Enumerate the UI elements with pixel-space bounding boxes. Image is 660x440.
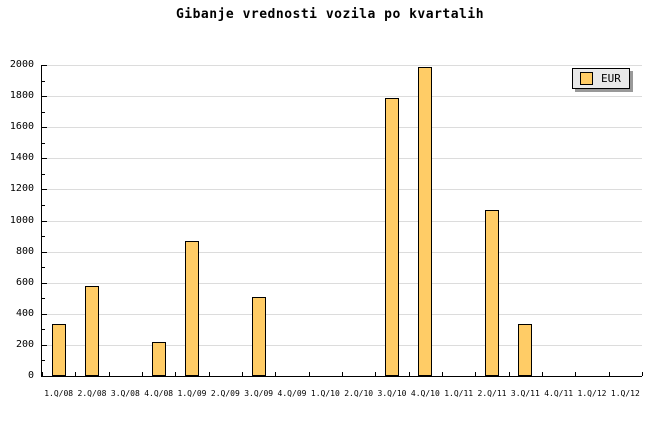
x-axis-tick	[509, 372, 510, 376]
y-axis-tick	[42, 127, 47, 128]
y-axis-label: 400	[15, 308, 34, 319]
y-gridline	[42, 96, 642, 97]
y-gridline	[42, 314, 642, 315]
x-axis-label: 1.Q/08	[44, 389, 74, 398]
y-axis-label: 600	[15, 277, 34, 288]
y-axis-tick	[42, 158, 47, 159]
y-axis-tick	[42, 236, 45, 237]
x-axis-tick	[275, 372, 276, 376]
y-axis-label: 1600	[9, 121, 34, 132]
y-axis-label: 2000	[9, 59, 34, 70]
y-axis-tick	[42, 298, 45, 299]
y-gridline	[42, 65, 642, 66]
y-gridline	[42, 189, 642, 190]
chart-title: Gibanje vrednosti vozila po kvartalih	[175, 7, 485, 22]
y-axis-tick	[42, 283, 47, 284]
y-gridline	[42, 127, 642, 128]
x-axis-label: 1.Q/12	[610, 389, 640, 398]
x-axis-tick	[375, 372, 376, 376]
x-axis-label: 3.Q/11	[510, 389, 540, 398]
y-axis-tick	[42, 143, 45, 144]
bar	[518, 324, 532, 376]
y-axis-label: 200	[15, 339, 34, 350]
y-axis-tick	[42, 174, 45, 175]
x-axis-label: 4.Q/09	[277, 389, 307, 398]
y-axis-tick	[42, 360, 45, 361]
legend-swatch-icon	[580, 72, 593, 85]
y-axis-tick	[42, 65, 47, 66]
bar	[385, 98, 399, 376]
y-axis-label: 1400	[9, 152, 34, 163]
y-axis-label: 800	[15, 246, 34, 257]
x-axis-label: 3.Q/10	[377, 389, 407, 398]
y-axis-label: 1800	[9, 90, 34, 101]
x-axis-tick	[609, 372, 610, 376]
bar	[252, 297, 266, 376]
y-axis-tick	[42, 81, 45, 82]
x-axis-label: 2.Q/09	[210, 389, 240, 398]
x-axis-tick	[442, 372, 443, 376]
x-axis-label: 4.Q/11	[544, 389, 574, 398]
y-axis-tick	[42, 112, 45, 113]
y-axis-label: 1000	[9, 215, 34, 226]
x-axis-label: 1.Q/10	[310, 389, 340, 398]
bar	[152, 342, 166, 376]
x-axis-tick	[175, 372, 176, 376]
y-axis-tick	[42, 329, 45, 330]
x-axis-label: 3.Q/09	[244, 389, 274, 398]
y-axis-tick	[42, 189, 47, 190]
y-gridline	[42, 345, 642, 346]
bar	[52, 324, 66, 376]
y-axis-tick	[42, 205, 45, 206]
y-gridline	[42, 283, 642, 284]
y-axis-tick	[42, 314, 47, 315]
y-gridline	[42, 221, 642, 222]
y-axis-label: 1200	[9, 183, 34, 194]
x-axis-label: 1.Q/11	[444, 389, 474, 398]
x-axis-tick	[109, 372, 110, 376]
bar	[85, 286, 99, 376]
x-axis-label: 1.Q/09	[177, 389, 207, 398]
x-axis-label: 2.Q/10	[344, 389, 374, 398]
y-axis-tick	[42, 221, 47, 222]
x-axis-tick	[75, 372, 76, 376]
bar	[485, 210, 499, 376]
legend: EUR	[572, 68, 630, 89]
x-axis-tick	[342, 372, 343, 376]
y-axis-tick	[42, 252, 47, 253]
x-axis-label: 2.Q/11	[477, 389, 507, 398]
x-axis-tick	[475, 372, 476, 376]
x-axis-tick	[409, 372, 410, 376]
x-axis-label: 2.Q/08	[77, 389, 107, 398]
bar	[185, 241, 199, 376]
legend-label: EUR	[601, 72, 621, 85]
y-axis-tick	[42, 345, 47, 346]
x-axis-tick	[575, 372, 576, 376]
x-axis-tick	[142, 372, 143, 376]
x-axis-label: 3.Q/08	[110, 389, 140, 398]
y-axis-tick	[42, 96, 47, 97]
y-axis-label: 0	[27, 370, 34, 381]
y-axis-tick	[42, 267, 45, 268]
x-axis-tick	[242, 372, 243, 376]
x-axis-label: 4.Q/08	[144, 389, 174, 398]
x-axis-label: 1.Q/12	[577, 389, 607, 398]
y-gridline	[42, 252, 642, 253]
x-axis-tick	[642, 372, 643, 376]
y-gridline	[42, 158, 642, 159]
x-axis-tick	[42, 372, 43, 376]
x-axis-label: 4.Q/10	[410, 389, 440, 398]
plot-area	[41, 65, 643, 377]
bar	[418, 67, 432, 376]
x-axis-tick	[542, 372, 543, 376]
x-axis-tick	[309, 372, 310, 376]
x-axis-tick	[209, 372, 210, 376]
